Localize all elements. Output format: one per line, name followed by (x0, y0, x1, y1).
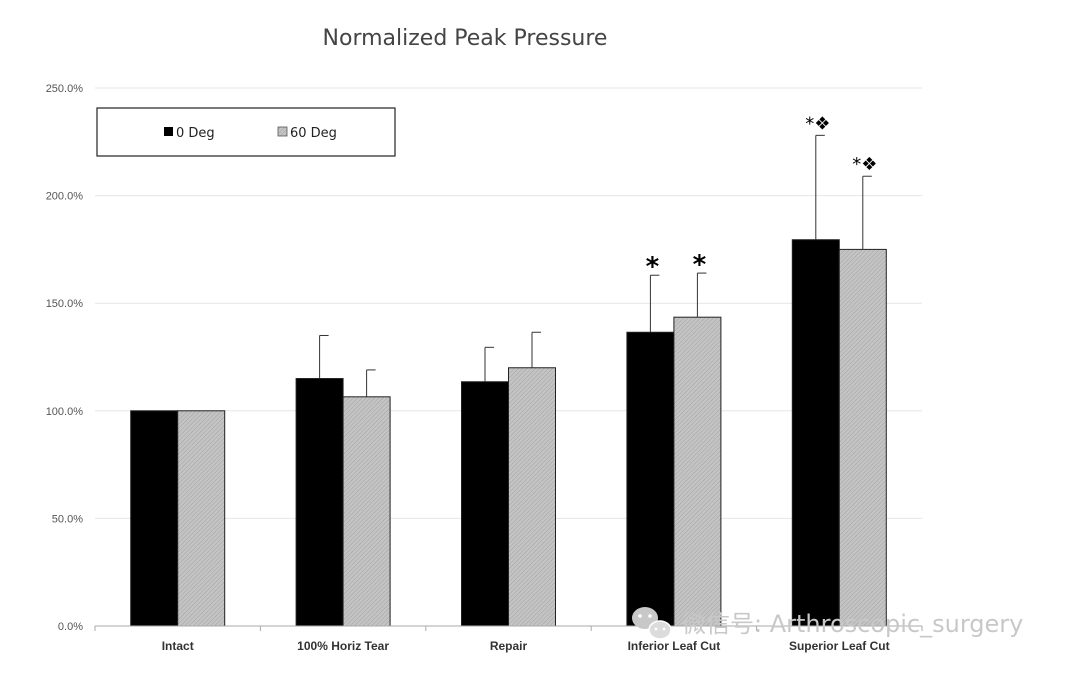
bar-0-deg (791, 239, 840, 627)
bar-60-deg (342, 396, 391, 627)
y-tick-label: 150.0% (46, 298, 84, 310)
wechat-icon (632, 607, 672, 640)
x-tick-label: Repair (490, 639, 528, 653)
significance-marker: *❖ (852, 154, 877, 175)
bar-60-deg (838, 248, 887, 627)
y-tick-label: 50.0% (52, 513, 83, 525)
y-tick-label: 200.0% (46, 191, 84, 203)
legend: 0 Deg 60 Deg (96, 107, 396, 157)
chart-title: Normalized Peak Pressure (323, 26, 608, 51)
bars (130, 239, 887, 627)
legend-box (96, 107, 396, 157)
legend-swatch-60-deg (277, 126, 288, 137)
bar-0-deg (295, 378, 344, 627)
x-tick-label: Inferior Leaf Cut (628, 639, 721, 653)
y-tick-label: 0.0% (58, 621, 83, 633)
bar-0-deg (461, 381, 509, 627)
x-axis-labels: Intact 100% Horiz Tear Repair Inferior Leaf… (162, 639, 890, 653)
bar-60-deg (673, 316, 722, 627)
x-tick-label: Intact (162, 639, 194, 653)
bar-0-deg (130, 410, 179, 627)
bar-60-deg (177, 410, 226, 627)
x-tick-label: Superior Leaf Cut (789, 639, 890, 653)
significance-marker: * (646, 252, 660, 282)
y-tick-label: 100.0% (46, 406, 84, 418)
y-axis-ticks: 0.0% 50.0% 100.0% 150.0% 200.0% 250.0% (46, 83, 84, 633)
bar-60-deg (508, 367, 556, 627)
watermark-text: 微信号: Arthroscopic_surgery (682, 610, 1023, 638)
legend-label-0-deg: 0 Deg (176, 126, 215, 141)
significance-markers: * * *❖ *❖ (646, 113, 878, 282)
x-tick-label: 100% Horiz Tear (297, 639, 389, 653)
error-bars (319, 134, 872, 397)
watermark: 微信号: Arthroscopic_surgery (632, 607, 1023, 640)
gridlines (95, 87, 922, 519)
bar-0-deg (626, 331, 675, 627)
significance-marker: * (693, 250, 707, 280)
x-axis (94, 625, 923, 631)
legend-swatch-0-deg (164, 127, 173, 136)
legend-label-60-deg: 60 Deg (290, 126, 337, 141)
significance-marker: *❖ (805, 113, 830, 134)
y-tick-label: 250.0% (46, 83, 84, 95)
